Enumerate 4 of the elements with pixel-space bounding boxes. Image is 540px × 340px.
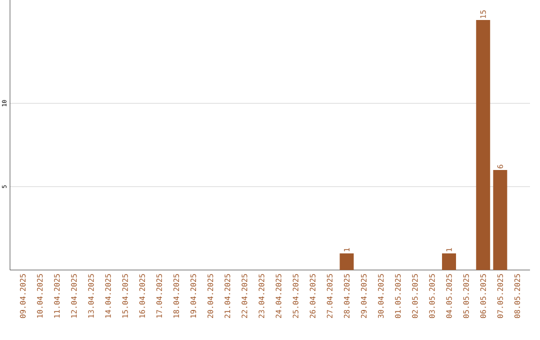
bar	[340, 253, 354, 270]
bar	[493, 170, 508, 270]
bar	[442, 253, 456, 270]
bar	[476, 20, 490, 270]
